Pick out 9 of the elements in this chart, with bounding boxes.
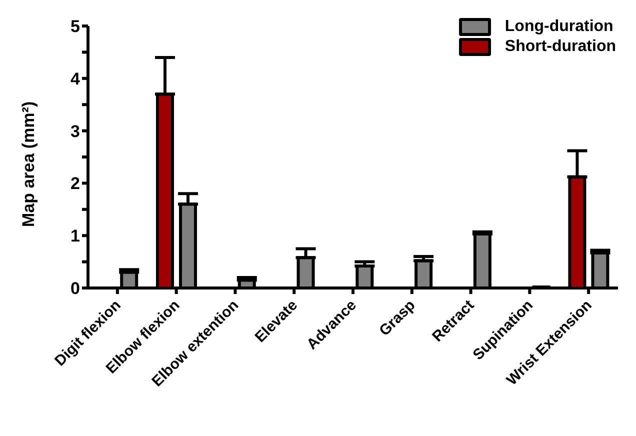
y-tick-label: 0 — [70, 279, 80, 298]
legend-label: Long-duration — [504, 18, 614, 36]
y-tick-label: 4 — [70, 69, 81, 88]
y-tick-label: 5 — [70, 17, 80, 36]
legend-label: Short-duration — [504, 38, 616, 56]
y-axis-title: Map area (mm²) — [19, 101, 38, 227]
y-tick-label: 3 — [70, 122, 80, 141]
y-tick-label: 1 — [70, 226, 80, 246]
y-tick-label: 2 — [70, 174, 80, 194]
